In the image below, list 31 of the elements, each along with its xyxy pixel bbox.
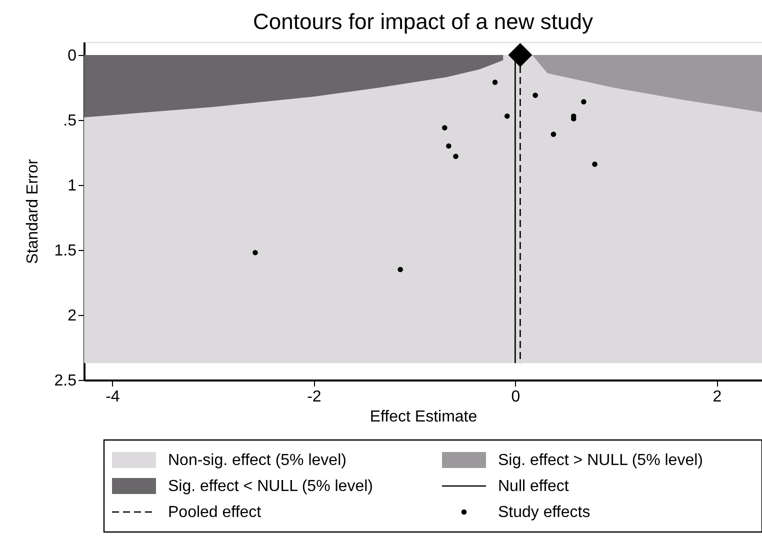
- point: [504, 113, 510, 119]
- legend-label: Sig. effect < NULL (5% level): [168, 478, 373, 495]
- point: [442, 125, 448, 130]
- x-tick-label: 2: [712, 388, 722, 406]
- point: [508, 43, 532, 67]
- legend-label: Study effects: [498, 504, 590, 521]
- point: [492, 80, 498, 85]
- legend-label: Sig. effect > NULL (5% level): [498, 452, 703, 469]
- y-tick-label: 2: [68, 308, 77, 324]
- legend-label: Null effect: [498, 478, 570, 495]
- point: [398, 266, 403, 272]
- y-tick-label: 2.5: [54, 372, 77, 390]
- point: [592, 162, 598, 167]
- x-tick-label: -4: [106, 388, 120, 406]
- point: [252, 250, 258, 256]
- y-axis-title: Standard Error: [24, 158, 42, 264]
- point: [446, 143, 452, 149]
- point: [550, 132, 556, 137]
- x-tick-label: -2: [307, 388, 322, 406]
- y-tick-label: 1.5: [54, 242, 77, 260]
- y-tick-label: .5: [63, 112, 77, 130]
- chart-title: Contours for impact of a new study: [253, 9, 593, 34]
- point: [532, 92, 538, 98]
- legend-label: Pooled effect: [168, 504, 262, 521]
- point: [581, 99, 586, 104]
- point: [453, 154, 458, 160]
- x-axis-title: Effect Estimate: [370, 408, 478, 426]
- y-tick-label: 0: [68, 48, 77, 64]
- y-tick-label: 1: [68, 178, 77, 194]
- x-tick-label: 0: [511, 388, 520, 406]
- legend-label: Non-sig. effect (5% level): [168, 452, 346, 469]
